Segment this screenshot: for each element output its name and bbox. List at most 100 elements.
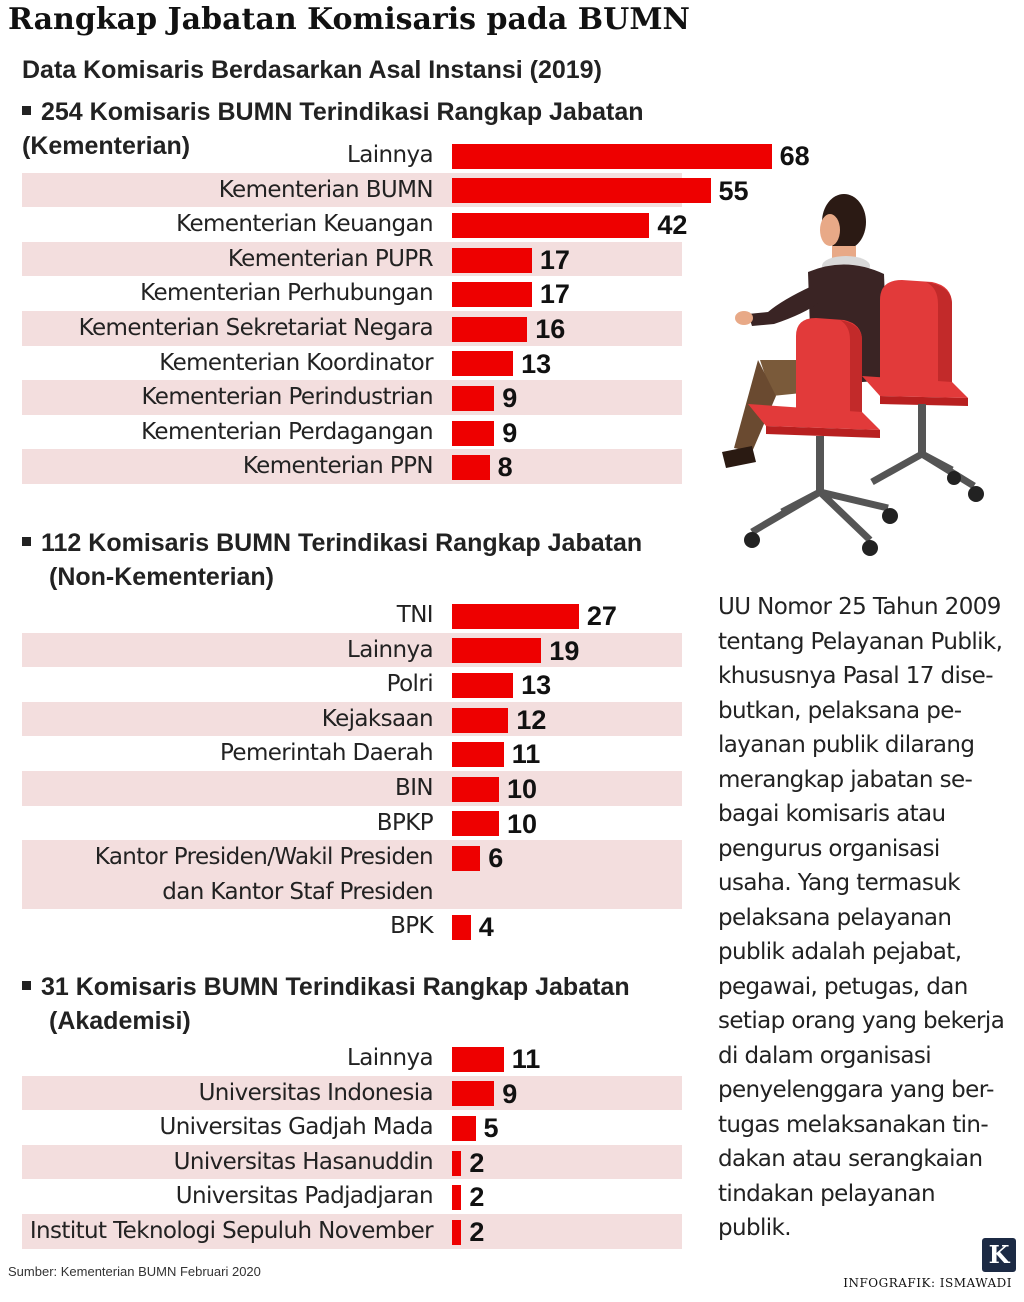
paragraph-line: tindakan pelayanan — [718, 1180, 936, 1207]
bar — [452, 1219, 462, 1245]
category-label: TNI — [396, 602, 434, 628]
category-label: Universitas Gadjah Mada — [159, 1114, 433, 1141]
bar — [452, 1185, 462, 1211]
bar-value-label: 42 — [657, 210, 688, 241]
bar — [452, 672, 514, 698]
paragraph-line: dakan atau serangkaian — [718, 1146, 983, 1172]
bar-row: Universitas Hasanuddin 2 — [22, 1144, 682, 1180]
category-label: dan Kantor Staf Presiden — [162, 878, 433, 905]
bar — [452, 915, 471, 941]
category-label: Universitas Padjadjaran — [175, 1183, 434, 1210]
category-label: Kementerian Perdagangan — [141, 418, 434, 445]
bar — [452, 420, 495, 446]
bar-row: Lainnya 68 — [22, 138, 810, 173]
category-label: Kementerian Koordinator — [159, 349, 433, 376]
category-label: Kementerian BUMN — [218, 176, 434, 203]
bar-value-label: 55 — [718, 175, 749, 206]
paragraph-line: tugas melaksanakan tin- — [718, 1111, 989, 1138]
bar-row: Universitas Gadjah Mada 5 — [22, 1110, 682, 1145]
page-subtitle: Data Komisaris Berdasarkan Asal Instansi… — [22, 56, 602, 84]
source-note: Sumber: Kementerian BUMN Februari 2020 — [8, 1264, 261, 1279]
paragraph-line: di dalam organisasi — [718, 1042, 932, 1069]
category-label: Institut Teknologi Sepuluh November — [29, 1218, 434, 1244]
bar-row: Pemerintah Daerah 11 — [22, 736, 682, 771]
paragraph-line: penyelenggara yang ber- — [718, 1077, 994, 1103]
bar-value-label: 68 — [779, 141, 810, 171]
bar-row: Kementerian Koordinator 13 — [22, 346, 682, 381]
bar-value-label: 5 — [483, 1113, 499, 1144]
bar — [452, 603, 579, 629]
bar — [452, 742, 504, 768]
page-title: Rangkap Jabatan Komisaris pada BUMN — [8, 2, 690, 37]
bar-value-label: 11 — [511, 1044, 541, 1074]
category-label: Kementerian Perindustrian — [141, 384, 433, 411]
paragraph-line: publik adalah pejabat, — [718, 939, 962, 965]
section-heading-line: 254 Komisaris BUMN Terindikasi Rangkap J… — [22, 98, 644, 160]
paragraph-line: pengurus organisasi — [718, 835, 940, 862]
bar-row: BPKP 10 — [22, 806, 682, 841]
bullet-square-icon — [22, 536, 31, 546]
paragraph-line: usaha. Yang termasuk — [718, 870, 961, 896]
paragraph-line: publik. — [718, 1215, 792, 1241]
category-label: Kementerian PPN — [242, 453, 434, 480]
category-label: Universitas Indonesia — [198, 1079, 434, 1106]
bullet-square-icon — [22, 980, 31, 990]
bar — [452, 282, 532, 308]
bar-row: Polri 13 — [22, 667, 682, 702]
category-label: Kementerian PUPR — [227, 245, 434, 272]
section-heading-line: 112 Komisaris BUMN Terindikasi Rangkap J… — [41, 529, 643, 557]
bar-row: Kementerian BUMN 55 — [22, 172, 749, 208]
bar-row: BIN 10 — [22, 771, 682, 806]
bar-row: Universitas Padjadjaran 2 — [22, 1179, 682, 1214]
bar-row: Universitas Indonesia 9 — [22, 1075, 682, 1111]
category-label: BPKP — [376, 809, 434, 836]
category-label: Kementerian Perhubungan — [140, 280, 433, 307]
bar — [452, 385, 495, 411]
category-label: Universitas Hasanuddin — [173, 1148, 434, 1175]
bar-value-label: 8 — [497, 452, 513, 483]
paragraph-line: butkan, pelaksana pe- — [718, 697, 962, 724]
bar-row: Kementerian PUPR 17 — [22, 241, 682, 277]
category-label: Kantor Presiden/Wakil Presiden — [94, 844, 434, 871]
bar-value-label: 16 — [535, 314, 566, 344]
bar-value-label: 2 — [469, 1147, 485, 1178]
bar-value-label: 19 — [549, 635, 580, 666]
bar-value-label: 6 — [488, 843, 504, 874]
category-label: Kejaksaan — [321, 705, 434, 732]
category-label: Kementerian Sekretariat Negara — [78, 315, 434, 341]
section-2-heading: 112 Komisaris BUMN Terindikasi Rangkap J… — [22, 526, 682, 594]
bar-value-label: 27 — [586, 601, 617, 631]
bar-value-label: 13 — [521, 348, 552, 379]
bar-row: Kementerian Keuangan 42 — [22, 207, 687, 242]
paragraph-line: pelaksana pelayanan — [718, 904, 952, 931]
bar-row: Kementerian Perdagangan 9 — [22, 415, 682, 450]
category-label: BIN — [395, 775, 434, 801]
bar — [452, 1081, 495, 1107]
category-label: BPK — [390, 913, 434, 940]
bar — [452, 178, 711, 204]
bar — [452, 316, 528, 342]
bar-value-label: 2 — [469, 1217, 485, 1247]
bar — [452, 455, 490, 481]
category-label: Lainnya — [347, 636, 434, 663]
paragraph-line: setiap orang yang bekerja — [718, 1008, 1005, 1034]
bar — [452, 845, 481, 871]
bar-value-label: 10 — [507, 808, 538, 839]
bar — [452, 1046, 504, 1072]
bar — [452, 351, 514, 377]
category-label: Lainnya — [347, 142, 434, 168]
person-on-chairs-illustration — [722, 194, 984, 556]
bar — [452, 212, 650, 238]
bar-value-label: 9 — [502, 417, 518, 448]
category-label: Lainnya — [347, 1045, 434, 1071]
paragraph-line: khususnya Pasal 17 dise- — [718, 663, 994, 689]
bar-row: BPK 4 — [22, 909, 682, 944]
bar — [452, 707, 509, 733]
section-heading-line: 31 Komisaris BUMN Terindikasi Rangkap Ja… — [41, 973, 630, 1001]
bar-value-label: 10 — [507, 774, 538, 804]
paragraph-line: tentang Pelayanan Publik, — [718, 628, 1003, 655]
bar-row: Lainnya 11 — [22, 1041, 682, 1076]
bar-row: Institut Teknologi Sepuluh November 2 — [22, 1214, 682, 1249]
bar-value-label: 17 — [539, 244, 570, 275]
category-label: Polri — [386, 671, 434, 698]
